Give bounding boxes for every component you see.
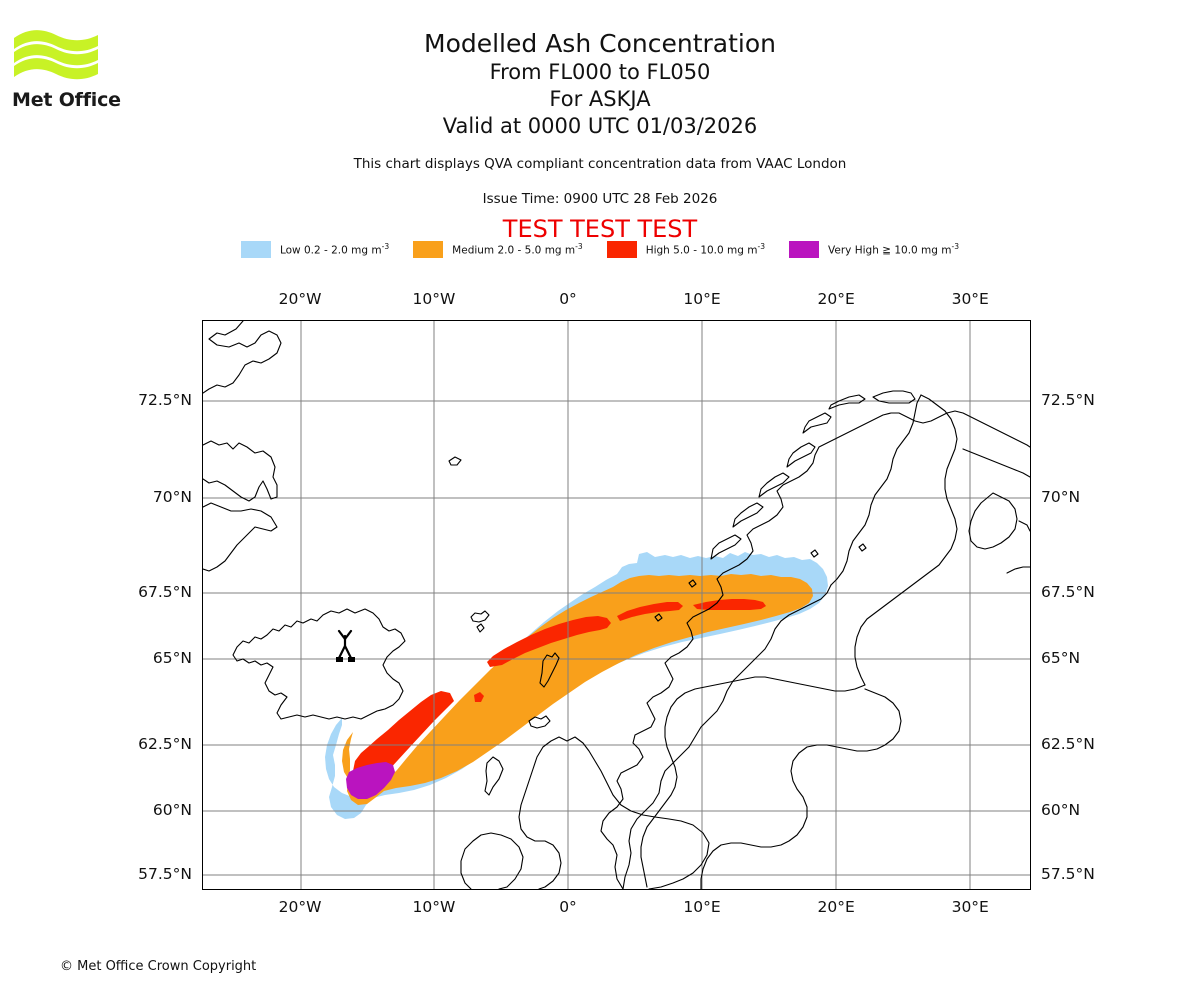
coastline-small-islands — [654, 543, 867, 622]
contour-very-high — [346, 762, 395, 799]
coastline-ireland — [460, 832, 524, 889]
coastline-great-britain — [518, 736, 710, 889]
contour-high-south — [353, 691, 454, 785]
lon-tick-top-10°E: 10°E — [683, 290, 721, 308]
coastline-orkney — [528, 715, 551, 729]
lat-tick-right-70°N: 70°N — [1041, 487, 1081, 506]
lat-tick-left-70°N: 70°N — [152, 487, 192, 506]
legend-swatch-medium — [413, 241, 444, 258]
volcano-marker-askja[interactable] — [336, 629, 355, 662]
lon-tick-bottom-10°W: 10°W — [412, 898, 456, 916]
lon-tick-bottom-30°E: 30°E — [951, 898, 989, 916]
coastlines — [203, 321, 1030, 889]
coastline-faroe-islands — [470, 610, 490, 633]
border-finland-russia — [854, 394, 958, 686]
legend-item-very-high: Very High ≧ 10.0 mg m-3 — [789, 241, 959, 258]
contour-high-mid — [617, 602, 683, 621]
valid-time: Valid at 0000 UTC 01/03/2026 — [442, 114, 758, 138]
coastline-kola — [962, 448, 1030, 574]
copyright-notice: © Met Office Crown Copyright — [60, 959, 257, 974]
legend-label-high: High 5.0 - 10.0 mg m-3 — [645, 242, 766, 257]
coastline-greenland — [203, 321, 282, 572]
met-office-wave-icon — [14, 30, 98, 80]
coastline-scandinavia — [600, 410, 1030, 889]
legend-swatch-very-high — [789, 241, 820, 258]
legend-label-medium: Medium 2.0 - 5.0 mg m-3 — [452, 242, 583, 257]
coastline-shetland — [539, 652, 560, 688]
lon-tick-top-20°W: 20°W — [278, 290, 322, 308]
lon-tick-top-20°E: 20°E — [817, 290, 855, 308]
border-sweden-finland — [830, 394, 922, 586]
border-norway-sweden — [622, 584, 832, 889]
contour-medium — [342, 574, 813, 805]
lat-tick-left-62.5°N: 62.5°N — [138, 734, 192, 753]
met-office-logo: Met Office — [12, 26, 122, 116]
lon-tick-top-10°W: 10°W — [412, 290, 456, 308]
legend-swatch-high — [606, 241, 637, 258]
lon-tick-bottom-10°E: 10°E — [683, 898, 721, 916]
lon-tick-top-0°: 0° — [559, 290, 577, 308]
lat-tick-left-60°N: 60°N — [152, 800, 192, 819]
lat-tick-left-57.5°N: 57.5°N — [138, 864, 192, 883]
lat-tick-right-60°N: 60°N — [1041, 800, 1081, 819]
lon-tick-bottom-20°E: 20°E — [817, 898, 855, 916]
lon-tick-bottom-0°: 0° — [559, 898, 577, 916]
chart-title-block: Modelled Ash Concentration From FL000 to… — [0, 28, 1200, 140]
coastline-outer-hebrides — [484, 756, 504, 796]
coastline-iceland — [232, 608, 406, 720]
legend-item-high: High 5.0 - 10.0 mg m-3 — [606, 241, 766, 258]
lon-tick-bottom-20°W: 20°W — [278, 898, 322, 916]
lat-tick-left-67.5°N: 67.5°N — [138, 583, 192, 601]
legend-label-very-high: Very High ≧ 10.0 mg m-3 — [828, 242, 960, 257]
issue-time: Issue Time: 0900 UTC 28 Feb 2026 — [482, 191, 718, 207]
legend-swatch-low — [240, 241, 271, 258]
coastline-baltic-states — [700, 688, 902, 889]
lat-tick-right-67.5°N: 67.5°N — [1041, 583, 1095, 601]
page-title: Modelled Ash Concentration — [424, 29, 776, 58]
lat-tick-right-62.5°N: 62.5°N — [1041, 734, 1095, 753]
flight-level-range: From FL000 to FL050 — [489, 60, 711, 84]
concentration-legend: Low 0.2 - 2.0 mg m-3 Medium 2.0 - 5.0 mg… — [0, 241, 1200, 258]
lon-tick-top-30°E: 30°E — [951, 290, 989, 308]
coastline-lofoten — [710, 390, 916, 560]
met-office-logo-text: Met Office — [12, 89, 121, 111]
ash-concentration-map — [203, 321, 1030, 889]
legend-label-low: Low 0.2 - 2.0 mg m-3 — [279, 242, 390, 257]
map-plot-area[interactable] — [202, 320, 1031, 890]
lat-tick-right-57.5°N: 57.5°N — [1041, 864, 1095, 883]
lat-tick-right-65°N: 65°N — [1041, 649, 1081, 667]
contour-high-speck — [474, 692, 484, 702]
legend-item-medium: Medium 2.0 - 5.0 mg m-3 — [413, 241, 583, 258]
legend-item-low: Low 0.2 - 2.0 mg m-3 — [240, 241, 390, 258]
lat-tick-left-72.5°N: 72.5°N — [138, 391, 192, 410]
volcano-name-line: For ASKJA — [549, 87, 651, 111]
lat-tick-right-72.5°N: 72.5°N — [1041, 391, 1095, 410]
chart-subtitle: This chart displays QVA compliant concen… — [353, 156, 847, 172]
contour-high-northeast — [487, 616, 611, 667]
lat-tick-left-65°N: 65°N — [152, 649, 192, 667]
coastline-baltic — [640, 676, 866, 888]
test-banner: TEST TEST TEST — [502, 215, 698, 243]
coastline-jan-mayen — [448, 456, 462, 466]
